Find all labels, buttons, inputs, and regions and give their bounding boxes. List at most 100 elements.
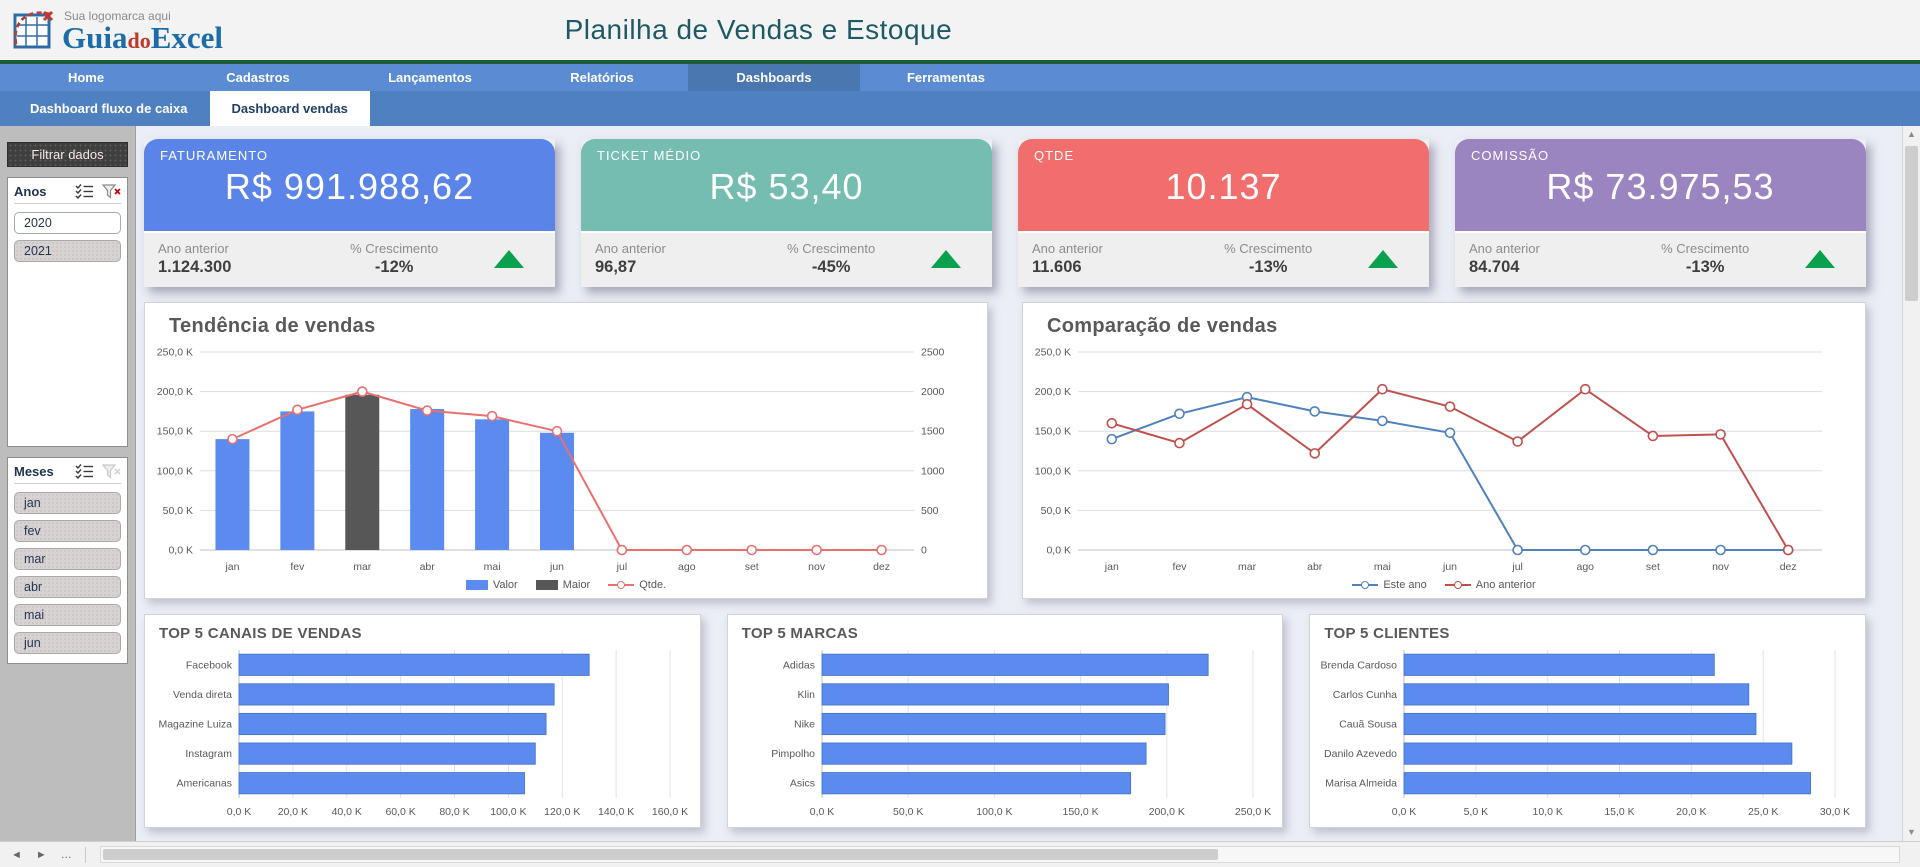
svg-text:1000: 1000: [921, 465, 945, 477]
kpi-previous-year: Ano anterior 1.124.300: [158, 241, 311, 277]
growth-up-icon: [1368, 250, 1399, 268]
svg-text:Danilo Azevedo: Danilo Azevedo: [1324, 748, 1397, 760]
kpi-previous-year: Ano anterior 11.606: [1032, 241, 1185, 277]
scroll-down-button[interactable]: ▼: [1907, 827, 1916, 837]
nav-item-cadastros[interactable]: Cadastros: [226, 70, 290, 85]
growth-up-icon: [1805, 250, 1836, 268]
slicer-item-2021[interactable]: 2021: [14, 240, 121, 262]
kpi-previous-year-value: 84.704: [1469, 258, 1520, 276]
kpi-card-qtde: QTDE 10.137 Ano anterior 11.606 % Cresciment…: [1018, 139, 1429, 287]
clear-filter-icon[interactable]: [102, 464, 121, 479]
clear-filter-icon[interactable]: [102, 184, 121, 199]
svg-text:jul: jul: [1511, 561, 1523, 573]
svg-text:mai: mai: [1374, 561, 1391, 573]
svg-text:Nike: Nike: [794, 719, 815, 731]
guia-do-excel-logo-icon: [13, 10, 54, 49]
svg-text:fev: fev: [1172, 561, 1187, 573]
slicer-item-2020[interactable]: 2020: [14, 212, 121, 234]
svg-text:Carlos Cunha: Carlos Cunha: [1333, 689, 1397, 701]
kpi-label: QTDE: [1034, 148, 1075, 163]
vertical-scrollbar[interactable]: ▲ ▼: [1902, 126, 1920, 841]
nav-item-dashboards[interactable]: Dashboards: [688, 64, 860, 91]
subtab-dashboard-fluxo-de-caixa[interactable]: Dashboard fluxo de caixa: [30, 101, 188, 116]
svg-text:ago: ago: [1577, 561, 1595, 573]
svg-text:1500: 1500: [921, 426, 945, 438]
slicer-item-fev[interactable]: fev: [14, 520, 121, 542]
svg-text:100,0 K: 100,0 K: [976, 806, 1012, 818]
horizontal-scrollbar[interactable]: [99, 846, 1900, 863]
svg-text:2000: 2000: [921, 386, 945, 398]
kpi-label: COMISSÃO: [1471, 148, 1550, 163]
svg-text:0: 0: [921, 545, 927, 557]
legend-label: Ano anterior: [1475, 579, 1536, 591]
svg-text:mar: mar: [1238, 561, 1257, 573]
multi-select-icon[interactable]: [75, 184, 94, 199]
svg-text:jun: jun: [549, 561, 564, 573]
kpi-growth-label: % Crescimento: [1224, 241, 1313, 256]
kpi-previous-year-value: 96,87: [595, 258, 637, 276]
svg-text:mar: mar: [353, 561, 372, 573]
nav-item-ferramentas[interactable]: Ferramentas: [906, 70, 986, 85]
svg-text:20,0 K: 20,0 K: [1676, 806, 1706, 818]
kpi-growth: % Crescimento -12%: [311, 241, 477, 277]
scroll-up-button[interactable]: ▲: [1907, 129, 1916, 139]
kpi-previous-year-value: 11.606: [1032, 258, 1082, 276]
svg-text:150,0 K: 150,0 K: [1062, 806, 1098, 818]
svg-text:fev: fev: [290, 561, 305, 573]
nav-item-relatorios[interactable]: Relatórios: [570, 70, 634, 85]
filter-panel-title: Filtrar dados: [7, 142, 128, 167]
horizontal-scrollbar-thumb[interactable]: [102, 849, 1218, 860]
subtab-dashboard-vendas[interactable]: Dashboard vendas: [209, 91, 370, 126]
brand: Sua logomarca aqui GuiadoExcel: [8, 6, 223, 54]
kpi-row: FATURAMENTO R$ 991.988,62 Ano anterior 1.12…: [144, 139, 1866, 287]
slicer-item-mar[interactable]: mar: [14, 548, 121, 570]
growth-up-icon: [931, 250, 962, 268]
svg-text:Adidas: Adidas: [783, 659, 815, 671]
sheet-bar-divider: [84, 846, 86, 863]
svg-text:150,0 K: 150,0 K: [157, 426, 193, 438]
svg-text:100,0 K: 100,0 K: [1035, 465, 1071, 477]
nav-item-home[interactable]: Home: [67, 70, 105, 85]
slicer-item-jan[interactable]: jan: [14, 492, 121, 514]
kpi-card-footer: Ano anterior 1.124.300 % Crescimento -12%: [144, 231, 555, 287]
svg-text:250,0 K: 250,0 K: [1035, 347, 1071, 359]
svg-text:50,0 K: 50,0 K: [1041, 505, 1071, 517]
slicer-item-abr[interactable]: abr: [14, 576, 121, 598]
legend-line-swatch: [1352, 580, 1379, 590]
app-header: Sua logomarca aqui GuiadoExcel Planilha …: [0, 0, 1920, 60]
workspace: Filtrar dados Anos 2020 2021 Meses jan fev mar…: [0, 126, 1920, 841]
vertical-scrollbar-track[interactable]: [1903, 142, 1920, 825]
vertical-scrollbar-thumb[interactable]: [1905, 146, 1918, 301]
sheet-bar: ◄ ► …: [0, 841, 1920, 867]
kpi-value: R$ 53,40: [709, 166, 864, 207]
slicer-item-mai[interactable]: mai: [14, 604, 121, 626]
kpi-previous-year: Ano anterior 96,87: [595, 241, 748, 277]
multi-select-icon[interactable]: [75, 464, 94, 479]
next-sheet-button[interactable]: ►: [35, 848, 47, 861]
top5-marcas-panel: TOP 5 MARCAS 0,0 K 50,0 K 100,0 K 150,0 K 20…: [726, 614, 1284, 828]
comparison-chart: 250,0 K 200,0 K 150,0 K 100,0 K 50,0 K 0,0 K j…: [1035, 347, 1822, 573]
svg-text:200,0 K: 200,0 K: [157, 386, 193, 398]
svg-text:Klin: Klin: [797, 689, 815, 701]
svg-text:25,0 K: 25,0 K: [1748, 806, 1778, 818]
legend-item-este-ano: Este ano: [1352, 579, 1427, 591]
kpi-growth: % Crescimento -13%: [1622, 241, 1788, 277]
svg-text:2500: 2500: [921, 347, 945, 359]
slicer-header: Anos: [14, 184, 121, 204]
kpi-card-header: FATURAMENTO R$ 991.988,62: [144, 139, 555, 231]
kpi-growth-label: % Crescimento: [1661, 241, 1750, 256]
more-sheets-button[interactable]: …: [60, 848, 72, 861]
svg-text:200,0 K: 200,0 K: [1148, 806, 1184, 818]
nav-item-lancamentos[interactable]: Lançamentos: [388, 70, 472, 85]
svg-text:40,0 K: 40,0 K: [332, 806, 362, 818]
prev-sheet-button[interactable]: ◄: [11, 848, 22, 861]
slicer-item-jun[interactable]: jun: [14, 632, 121, 654]
svg-text:nov: nov: [808, 561, 826, 573]
filter-sidebar: Filtrar dados Anos 2020 2021 Meses jan fev mar…: [0, 126, 136, 841]
legend-line-swatch: [608, 580, 635, 590]
svg-text:Americanas: Americanas: [177, 778, 232, 790]
kpi-growth-value: -13%: [1685, 258, 1725, 276]
brand-guia: Guia: [62, 20, 128, 56]
svg-text:140,0 K: 140,0 K: [598, 806, 634, 818]
logo-tagline: Sua logomarca aqui: [64, 9, 171, 24]
